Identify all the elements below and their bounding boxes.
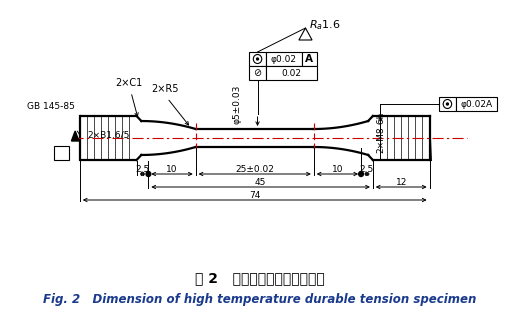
Text: GB 145-85: GB 145-85 [28,101,75,110]
Circle shape [256,58,258,60]
Text: φ5±0.03: φ5±0.03 [233,85,241,124]
Text: 图 2   高温持久拉伸试样的尺寸: 图 2 高温持久拉伸试样的尺寸 [195,271,324,285]
FancyBboxPatch shape [266,52,302,66]
FancyBboxPatch shape [456,97,497,111]
Polygon shape [72,131,79,141]
Text: 45: 45 [255,178,266,186]
Text: 2×M8-6h: 2×M8-6h [376,112,385,153]
Text: φ0.02: φ0.02 [271,55,297,64]
Text: 10: 10 [332,164,343,173]
FancyBboxPatch shape [249,52,266,66]
Text: 12: 12 [395,178,407,186]
Text: 0.02: 0.02 [281,68,302,78]
FancyBboxPatch shape [302,52,317,66]
Text: 2×C1: 2×C1 [115,78,143,88]
Text: Fig. 2   Dimension of high temperature durable tension specimen: Fig. 2 Dimension of high temperature dur… [43,294,476,307]
Circle shape [359,172,363,176]
Circle shape [446,103,448,105]
FancyBboxPatch shape [266,66,317,80]
FancyBboxPatch shape [249,66,266,80]
Text: φ0.02A: φ0.02A [460,99,493,109]
Text: 2×B1.6/5: 2×B1.6/5 [87,130,130,140]
Text: 74: 74 [249,191,261,200]
Text: 25±0.02: 25±0.02 [235,164,274,173]
Text: $R_a$1.6: $R_a$1.6 [309,18,341,32]
Text: 2.5: 2.5 [360,164,374,173]
Text: A: A [57,148,65,158]
Text: 2×R5: 2×R5 [152,84,179,94]
Text: 2.5: 2.5 [135,164,149,173]
FancyBboxPatch shape [439,97,456,111]
Text: 10: 10 [166,164,178,173]
Text: ⊘: ⊘ [253,68,262,78]
Circle shape [146,172,151,176]
FancyBboxPatch shape [53,146,69,160]
Text: A: A [305,54,313,64]
